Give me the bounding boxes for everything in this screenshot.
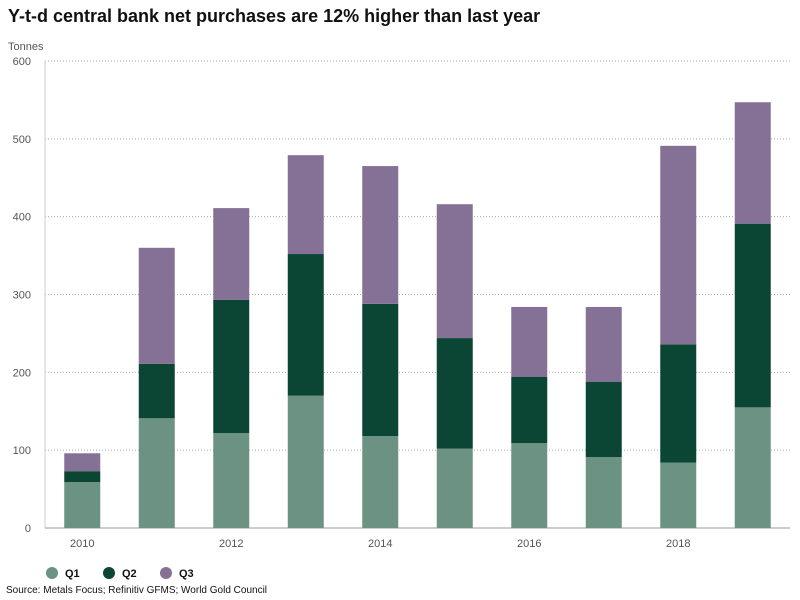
legend-label-q1: Q1 — [65, 568, 80, 580]
y-tick-label: 400 — [13, 212, 31, 224]
bar-q2-2010 — [64, 471, 101, 483]
x-tick-label: 2014 — [368, 538, 392, 550]
y-tick-label: 500 — [13, 134, 31, 146]
bar-q1-2015 — [436, 448, 473, 528]
bar-q2-2017 — [585, 381, 622, 458]
x-tick-label: 2010 — [70, 538, 94, 550]
bar-q2-2012 — [213, 299, 250, 434]
y-axis-label: Tonnes — [8, 41, 44, 53]
bar-q3-2013 — [287, 155, 324, 255]
bar-q3-2018 — [660, 145, 697, 345]
bar-q1-2012 — [213, 433, 250, 528]
bar-q3-2012 — [213, 208, 250, 300]
bar-q1-2010 — [64, 482, 101, 528]
bar-q3-2017 — [585, 306, 622, 382]
bar-q1-2011 — [138, 418, 175, 528]
x-tick-label: 2016 — [517, 538, 541, 550]
source-note: Source: Metals Focus; Refinitiv GFMS; Wo… — [6, 585, 268, 596]
bar-q2-2019 — [734, 223, 771, 408]
legend-marker-q1 — [46, 567, 58, 579]
chart-title: Y-t-d central bank net purchases are 12%… — [8, 6, 541, 26]
legend-label-q3: Q3 — [179, 568, 194, 580]
bar-q3-2015 — [436, 204, 473, 339]
bar-q1-2017 — [585, 457, 622, 528]
y-tick-label: 300 — [13, 290, 31, 302]
legend-marker-q3 — [160, 567, 172, 579]
bar-q1-2018 — [660, 462, 697, 528]
bar-q3-2011 — [138, 247, 175, 364]
bar-q2-2018 — [660, 344, 697, 463]
bar-q2-2014 — [362, 303, 399, 437]
x-tick-label: 2018 — [666, 538, 690, 550]
y-tick-label: 100 — [13, 445, 31, 457]
bar-q2-2015 — [436, 338, 473, 449]
bar-q3-2010 — [64, 453, 101, 472]
bar-q1-2016 — [511, 443, 548, 528]
bar-q3-2014 — [362, 166, 399, 304]
bar-q2-2016 — [511, 377, 548, 444]
x-tick-label: 2012 — [219, 538, 243, 550]
bar-q2-2013 — [287, 254, 324, 396]
bar-q1-2019 — [734, 407, 771, 528]
y-tick-label: 0 — [25, 523, 31, 535]
bar-q3-2019 — [734, 102, 771, 224]
bar-q2-2011 — [138, 363, 175, 419]
legend-marker-q2 — [103, 567, 115, 579]
bar-q1-2014 — [362, 436, 399, 528]
y-tick-label: 600 — [13, 56, 31, 68]
y-tick-label: 200 — [13, 367, 31, 379]
bar-q1-2013 — [287, 395, 324, 528]
legend-label-q2: Q2 — [122, 568, 137, 580]
bar-q3-2016 — [511, 306, 548, 378]
